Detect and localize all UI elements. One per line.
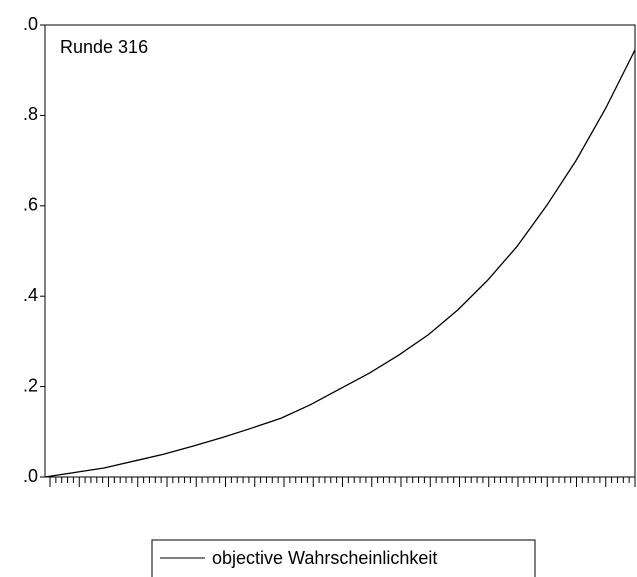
y-tick-label: .0	[23, 14, 38, 34]
annotation: Runde 316	[60, 37, 148, 57]
line-series	[44, 49, 636, 478]
legend-label: objective Wahrscheinlichkeit	[212, 548, 437, 568]
legend-box	[151, 539, 536, 577]
y-tick-label: .0	[23, 466, 38, 486]
y-tick-label: .8	[23, 104, 38, 124]
y-tick-label: .2	[23, 375, 38, 395]
plot-frame	[44, 24, 636, 478]
y-tick-label: .4	[23, 285, 38, 305]
y-tick-label: .6	[23, 195, 38, 215]
